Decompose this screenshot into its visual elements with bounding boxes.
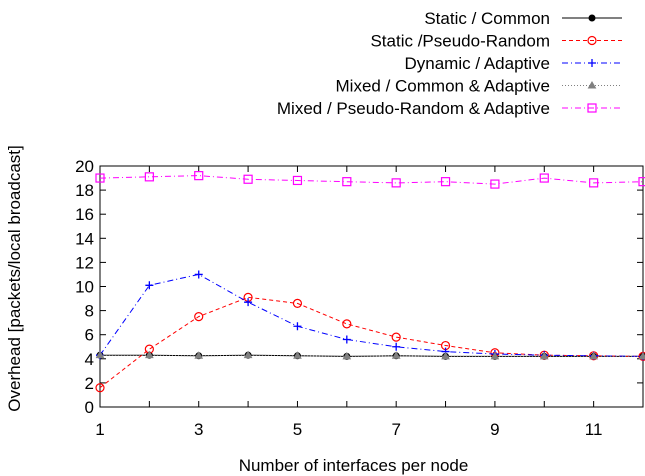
legend-label: Static / Common: [424, 9, 550, 28]
data-point: [243, 174, 253, 184]
y-tick-label: 16: [75, 205, 94, 224]
data-point: [95, 383, 105, 393]
legend-swatch-marker: [587, 103, 597, 113]
legend-label: Static /Pseudo-Random: [370, 32, 550, 51]
series-4: [95, 350, 645, 360]
data-point: [293, 322, 302, 331]
legend-label: Dynamic / Adaptive: [404, 54, 550, 73]
data-point: [194, 171, 204, 181]
data-point: [589, 351, 599, 360]
y-tick-label: 12: [75, 253, 94, 272]
x-tick-label: 7: [391, 420, 400, 439]
series-line: [100, 354, 643, 357]
data-point: [194, 351, 204, 359]
y-tick-label: 20: [75, 157, 94, 176]
data-point: [391, 332, 401, 342]
y-axis-label: Overhead [packets/local broadcast]: [5, 145, 24, 411]
data-point: [144, 350, 154, 359]
data-point: [392, 342, 401, 351]
data-point: [342, 335, 351, 344]
y-tick-label: 14: [75, 229, 94, 248]
x-tick-label: 9: [490, 420, 499, 439]
x-tick-label: 5: [293, 420, 302, 439]
y-tick-label: 8: [85, 302, 94, 321]
data-point: [342, 319, 352, 329]
legend-item: Static /Pseudo-Random: [370, 32, 622, 51]
y-tick-label: 6: [85, 326, 94, 345]
y-tick-label: 18: [75, 181, 94, 200]
x-tick-label: 1: [95, 420, 104, 439]
series-2: [95, 292, 645, 393]
series-5: [95, 171, 645, 189]
data-point: [145, 281, 154, 290]
legend-label: Mixed / Common & Adaptive: [336, 77, 550, 96]
data-point: [490, 179, 500, 189]
y-tick-label: 2: [85, 374, 94, 393]
series-1: [96, 351, 645, 360]
data-point: [490, 351, 500, 360]
series-line: [99, 175, 644, 185]
data-point: [342, 351, 352, 360]
x-tick-label: 11: [585, 420, 603, 439]
data-point: [144, 172, 154, 182]
legend-item: Dynamic / Adaptive: [404, 54, 622, 73]
y-tick-label: 4: [85, 350, 94, 369]
legend: Static / Common Static /Pseudo-Random Dyna…: [277, 9, 622, 118]
data-point: [293, 351, 302, 359]
data-point: [244, 298, 253, 307]
data-point: [391, 351, 401, 359]
data-point: [194, 312, 204, 322]
y-tick-label: 0: [85, 398, 94, 417]
legend-label: Mixed / Pseudo-Random & Adaptive: [277, 99, 550, 118]
legend-swatch-marker: [587, 81, 597, 89]
data-point: [194, 270, 203, 279]
y-tick-label: 10: [75, 278, 94, 297]
data-point: [342, 177, 352, 187]
x-tick-label: 3: [194, 420, 203, 439]
data-point: [292, 298, 303, 308]
data-point: [391, 178, 401, 188]
data-point: [638, 177, 645, 187]
series-line: [99, 273, 644, 357]
data-point: [440, 177, 451, 187]
data-point: [243, 350, 253, 359]
series-line: [99, 296, 644, 389]
legend-swatch-marker: [588, 59, 596, 67]
data-point: [441, 351, 450, 360]
legend-item: Static / Common: [424, 9, 622, 28]
data-point: [292, 175, 303, 186]
axes: 0 2 4 6 8 10 12 14 16 18 20 1 3 5 7 9 11: [75, 157, 644, 439]
series-3: [96, 270, 645, 361]
plot-area-frame: [99, 165, 644, 408]
data-point: [95, 173, 105, 183]
legend-item: Mixed / Common & Adaptive: [336, 77, 622, 96]
data-point: [539, 351, 549, 360]
legend-item: Mixed / Pseudo-Random & Adaptive: [277, 99, 622, 118]
data-point: [589, 178, 599, 188]
data-point: [95, 350, 105, 359]
legend-swatch-marker: [588, 14, 596, 22]
legend-swatch-marker: [587, 35, 597, 46]
series-layer: [95, 171, 645, 393]
data-point: [539, 173, 549, 183]
x-axis-label: Number of interfaces per node: [239, 456, 469, 475]
